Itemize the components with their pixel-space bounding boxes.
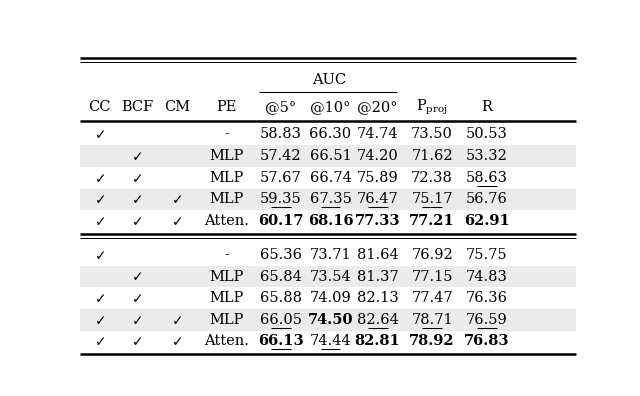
Text: $\checkmark$: $\checkmark$: [131, 270, 143, 284]
Text: 82.81: 82.81: [355, 335, 401, 348]
Text: 74.74: 74.74: [356, 128, 399, 141]
Text: 57.67: 57.67: [260, 171, 301, 185]
Text: 56.76: 56.76: [466, 192, 508, 206]
Text: 73.50: 73.50: [412, 128, 453, 141]
Text: 66.51: 66.51: [310, 149, 351, 163]
Text: MLP: MLP: [209, 149, 243, 163]
Text: 59.35: 59.35: [260, 192, 301, 206]
Text: AUC: AUC: [312, 72, 346, 87]
Text: R: R: [481, 100, 492, 114]
Text: 75.75: 75.75: [466, 248, 508, 262]
Text: 78.71: 78.71: [412, 313, 453, 327]
Text: 66.74: 66.74: [310, 171, 351, 185]
Text: 74.50: 74.50: [308, 313, 353, 327]
Bar: [80, 309, 576, 331]
Text: $\checkmark$: $\checkmark$: [131, 149, 143, 163]
Text: 75.89: 75.89: [356, 171, 399, 185]
Text: CM: CM: [164, 100, 190, 114]
Text: @5°: @5°: [266, 100, 296, 114]
Text: CC: CC: [88, 100, 111, 114]
Text: -: -: [224, 128, 228, 141]
Text: MLP: MLP: [209, 313, 243, 327]
Text: 75.17: 75.17: [412, 192, 453, 206]
Text: 72.38: 72.38: [412, 171, 453, 185]
Text: MLP: MLP: [209, 270, 243, 284]
Text: $\checkmark$: $\checkmark$: [131, 335, 143, 348]
Text: 65.84: 65.84: [260, 270, 302, 284]
Text: 78.92: 78.92: [410, 335, 455, 348]
Bar: [80, 188, 576, 210]
Text: $\checkmark$: $\checkmark$: [94, 192, 106, 206]
Text: $\checkmark$: $\checkmark$: [94, 214, 106, 228]
Text: 68.16: 68.16: [308, 214, 353, 228]
Text: $\checkmark$: $\checkmark$: [171, 214, 182, 228]
Text: 73.54: 73.54: [310, 270, 351, 284]
Text: 71.62: 71.62: [412, 149, 453, 163]
Text: 77.47: 77.47: [412, 291, 453, 305]
Text: 76.83: 76.83: [464, 335, 509, 348]
Text: 66.30: 66.30: [309, 128, 351, 141]
Text: 74.20: 74.20: [356, 149, 399, 163]
Text: 66.05: 66.05: [260, 313, 302, 327]
Text: $\checkmark$: $\checkmark$: [94, 335, 106, 348]
Text: 62.91: 62.91: [464, 214, 509, 228]
Text: $\checkmark$: $\checkmark$: [94, 291, 106, 305]
Text: $\checkmark$: $\checkmark$: [94, 313, 106, 327]
Text: $\checkmark$: $\checkmark$: [94, 171, 106, 185]
Text: 53.32: 53.32: [466, 149, 508, 163]
Text: 77.33: 77.33: [355, 214, 401, 228]
Text: 76.36: 76.36: [466, 291, 508, 305]
Text: Atten.: Atten.: [204, 335, 249, 348]
Text: PE: PE: [216, 100, 237, 114]
Text: 67.35: 67.35: [310, 192, 351, 206]
Text: 58.63: 58.63: [466, 171, 508, 185]
Text: 65.88: 65.88: [260, 291, 302, 305]
Text: P$_{\mathregular{proj}}$: P$_{\mathregular{proj}}$: [416, 97, 448, 117]
Text: MLP: MLP: [209, 291, 243, 305]
Text: @20°: @20°: [357, 100, 398, 114]
Text: 76.92: 76.92: [412, 248, 453, 262]
Text: 76.47: 76.47: [356, 192, 399, 206]
Text: 74.83: 74.83: [466, 270, 508, 284]
Text: 58.83: 58.83: [260, 128, 302, 141]
Text: 77.15: 77.15: [412, 270, 453, 284]
Bar: [80, 266, 576, 287]
Text: Atten.: Atten.: [204, 214, 249, 228]
Text: BCF: BCF: [121, 100, 153, 114]
Bar: [80, 145, 576, 167]
Text: 57.42: 57.42: [260, 149, 301, 163]
Text: 50.53: 50.53: [466, 128, 508, 141]
Text: -: -: [224, 248, 228, 262]
Text: MLP: MLP: [209, 171, 243, 185]
Text: 77.21: 77.21: [410, 214, 455, 228]
Text: $\checkmark$: $\checkmark$: [171, 313, 182, 327]
Text: 82.13: 82.13: [356, 291, 399, 305]
Text: $\checkmark$: $\checkmark$: [94, 248, 106, 262]
Text: MLP: MLP: [209, 192, 243, 206]
Text: 74.44: 74.44: [310, 335, 351, 348]
Text: 81.37: 81.37: [356, 270, 399, 284]
Text: 66.13: 66.13: [258, 335, 304, 348]
Text: $\checkmark$: $\checkmark$: [171, 335, 182, 348]
Text: 65.36: 65.36: [260, 248, 302, 262]
Text: $\checkmark$: $\checkmark$: [171, 192, 182, 206]
Text: $\checkmark$: $\checkmark$: [131, 171, 143, 185]
Text: $\checkmark$: $\checkmark$: [131, 214, 143, 228]
Text: 76.59: 76.59: [466, 313, 508, 327]
Text: $\checkmark$: $\checkmark$: [94, 128, 106, 141]
Text: 74.09: 74.09: [310, 291, 351, 305]
Text: 73.71: 73.71: [310, 248, 351, 262]
Text: 81.64: 81.64: [356, 248, 399, 262]
Text: $\checkmark$: $\checkmark$: [131, 313, 143, 327]
Text: $\checkmark$: $\checkmark$: [131, 291, 143, 305]
Text: 82.64: 82.64: [356, 313, 399, 327]
Text: @10°: @10°: [310, 100, 351, 114]
Text: $\checkmark$: $\checkmark$: [131, 192, 143, 206]
Text: 60.17: 60.17: [258, 214, 303, 228]
